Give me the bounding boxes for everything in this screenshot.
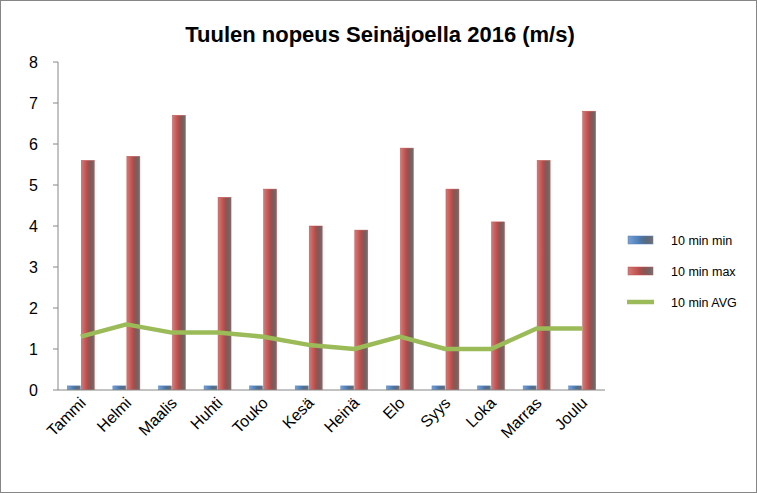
bar [127, 156, 140, 390]
y-tick-label: 6 [29, 136, 38, 153]
y-tick-label: 7 [29, 95, 38, 112]
chart-frame [1, 1, 757, 493]
x-tick-label: Elo [380, 394, 408, 422]
bar [569, 386, 582, 390]
bar [432, 386, 445, 390]
bar [81, 160, 94, 390]
y-tick-label: 2 [29, 300, 38, 317]
y-tick-label: 0 [29, 382, 38, 399]
bar [264, 189, 277, 390]
y-tick [53, 308, 58, 309]
bar [309, 226, 322, 390]
x-tick-label: Huhti [187, 394, 225, 432]
bar [355, 230, 368, 390]
y-tick [53, 62, 58, 63]
bar [295, 386, 308, 390]
chart-title: Tuulen nopeus Seinäjoella 2016 (m/s) [185, 22, 575, 47]
legend-swatch [628, 236, 653, 244]
bar [400, 148, 413, 390]
x-tick-label: Marras [498, 394, 545, 441]
bar [386, 386, 399, 390]
line [81, 324, 582, 349]
y-tick [53, 349, 58, 350]
x-tick-label: Touko [229, 394, 271, 436]
bar [446, 189, 459, 390]
x-tick-label: Maalis [135, 394, 180, 439]
bar [341, 386, 354, 390]
legend-swatch [627, 300, 654, 305]
x-tick-label: Helmi [94, 394, 135, 435]
x-tick-label: Tammi [44, 394, 89, 439]
bar [523, 386, 536, 390]
x-axis [58, 390, 605, 391]
bar [67, 386, 80, 390]
y-tick [53, 390, 58, 391]
y-tick [53, 185, 58, 186]
bar [537, 160, 550, 390]
x-tick-label: Loka [463, 394, 500, 431]
bar [218, 197, 231, 390]
legend-label: 10 min min [671, 234, 732, 248]
y-tick [53, 226, 58, 227]
bar [113, 386, 126, 390]
bar [492, 222, 505, 390]
x-tick-label: Heinä [321, 394, 363, 436]
bar [583, 111, 596, 390]
legend-label: 10 min AVG [671, 296, 737, 310]
y-tick-label: 8 [29, 54, 38, 71]
bar [204, 386, 217, 390]
y-tick-label: 5 [29, 177, 38, 194]
chart-container: Tuulen nopeus Seinäjoella 2016 (m/s) 0 1 2 3… [0, 0, 757, 493]
chart-svg: Tuulen nopeus Seinäjoella 2016 (m/s) 0 1 2 3… [0, 0, 757, 493]
bar [478, 386, 491, 390]
bar [250, 386, 263, 390]
x-tick-label: Joulu [551, 394, 590, 433]
y-tick-label: 1 [29, 341, 38, 358]
x-tick-label: Syys [417, 394, 454, 431]
bar [172, 115, 185, 390]
y-tick [53, 144, 58, 145]
y-tick-label: 4 [29, 218, 38, 235]
x-tick-label: Kesä [279, 394, 317, 432]
legend-label: 10 min max [671, 265, 736, 279]
legend-swatch [628, 267, 653, 275]
y-axis [58, 62, 59, 390]
bar [158, 386, 171, 390]
plot-marks [67, 111, 595, 390]
y-tick [53, 103, 58, 104]
y-tick [53, 267, 58, 268]
y-tick-label: 3 [29, 259, 38, 276]
